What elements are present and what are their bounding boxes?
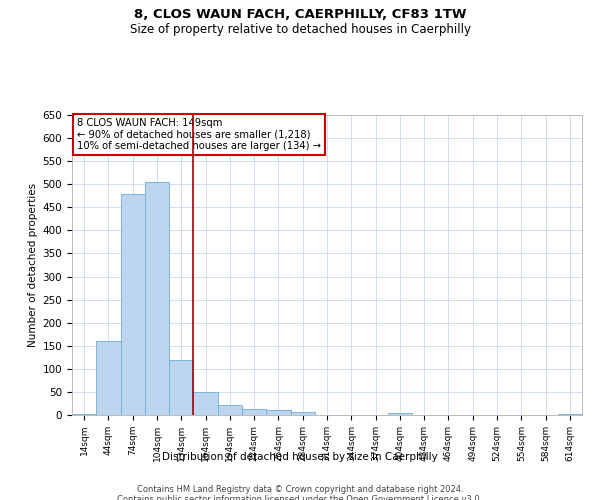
Bar <box>558 414 582 415</box>
Bar <box>193 392 218 415</box>
Bar <box>121 194 145 415</box>
Text: Distribution of detached houses by size in Caerphilly: Distribution of detached houses by size … <box>162 452 438 462</box>
Y-axis label: Number of detached properties: Number of detached properties <box>28 183 38 347</box>
Bar <box>96 341 121 415</box>
Bar <box>266 410 290 415</box>
Bar <box>218 405 242 415</box>
Text: 8 CLOS WAUN FACH: 149sqm
← 90% of detached houses are smaller (1,218)
10% of sem: 8 CLOS WAUN FACH: 149sqm ← 90% of detach… <box>77 118 321 151</box>
Text: Size of property relative to detached houses in Caerphilly: Size of property relative to detached ho… <box>130 22 470 36</box>
Bar <box>290 412 315 415</box>
Bar <box>242 410 266 415</box>
Bar <box>169 360 193 415</box>
Text: 8, CLOS WAUN FACH, CAERPHILLY, CF83 1TW: 8, CLOS WAUN FACH, CAERPHILLY, CF83 1TW <box>134 8 466 20</box>
Bar <box>388 412 412 415</box>
Bar <box>72 414 96 415</box>
Text: Contains HM Land Registry data © Crown copyright and database right 2024.
Contai: Contains HM Land Registry data © Crown c… <box>118 485 482 500</box>
Bar <box>145 182 169 415</box>
